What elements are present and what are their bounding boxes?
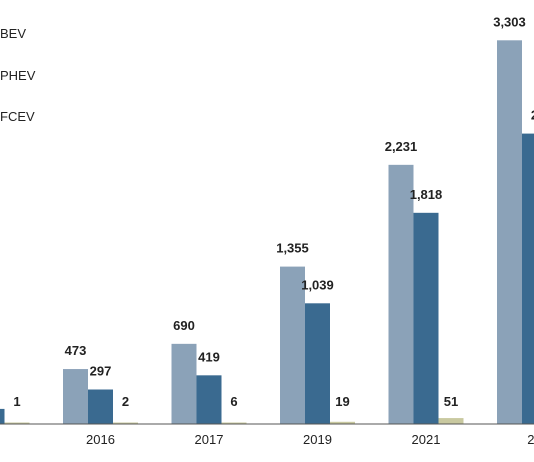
data-label-fcev-2021: 51 — [444, 394, 458, 409]
data-label-bev-2019: 1,355 — [276, 241, 309, 256]
data-label-fcev-2017: 6 — [230, 394, 237, 409]
data-label-phev-2019: 1,039 — [301, 277, 334, 292]
x-tick-label-2023: 20 — [527, 432, 534, 447]
bar-fcev-2016 — [113, 422, 138, 424]
data-label-bev-2021: 2,231 — [385, 139, 418, 154]
data-label-fcev-2015: 1 — [13, 394, 20, 409]
x-tick-labels: 5201620172019202120 — [86, 432, 534, 447]
bar-bev-2016 — [63, 369, 88, 424]
data-label-fcev-2016: 2 — [122, 394, 129, 409]
bar-fcev-2017 — [221, 422, 247, 424]
bars-group — [0, 40, 534, 424]
bar-bev-2019 — [280, 266, 305, 424]
data-label-bev-2017: 690 — [173, 318, 195, 333]
bar-bev-2023 — [497, 40, 522, 424]
data-label-phev-2021: 1,818 — [410, 187, 443, 202]
bar-bev-2021 — [388, 164, 414, 424]
data-label-phev-2023: 2 — [531, 108, 534, 123]
data-label-bev-2016: 473 — [65, 343, 87, 358]
bar-fcev-2015 — [4, 422, 30, 424]
bar-bev-2017 — [171, 343, 197, 424]
data-label-fcev-2019: 19 — [335, 394, 349, 409]
legend-label-fcev: FCEV — [0, 109, 35, 124]
bar-phev-2015 — [0, 408, 5, 424]
data-label-phev-2017: 419 — [198, 349, 220, 364]
legend: BEV PHEV FCEV — [0, 26, 36, 124]
bar-phev-2019 — [305, 303, 330, 424]
data-label-phev-2016: 297 — [90, 363, 112, 378]
legend-label-bev: BEV — [0, 26, 26, 41]
x-tick-label-2017: 2017 — [195, 432, 224, 447]
bar-fcev-2021 — [438, 418, 464, 424]
data-label-bev-2023: 3,303 — [493, 14, 526, 29]
bar-phev-2023 — [522, 133, 534, 424]
x-tick-label-2019: 2019 — [303, 432, 332, 447]
x-tick-label-2021: 2021 — [412, 432, 441, 447]
bar-fcev-2019 — [330, 421, 355, 424]
legend-label-phev: PHEV — [0, 68, 36, 83]
bar-phev-2016 — [88, 389, 113, 424]
bar-phev-2017 — [196, 375, 222, 424]
x-tick-label-2016: 2016 — [86, 432, 115, 447]
bar-phev-2021 — [413, 212, 439, 424]
data-labels-group: 41473297269041961,3551,039192,2311,81851… — [13, 14, 534, 409]
